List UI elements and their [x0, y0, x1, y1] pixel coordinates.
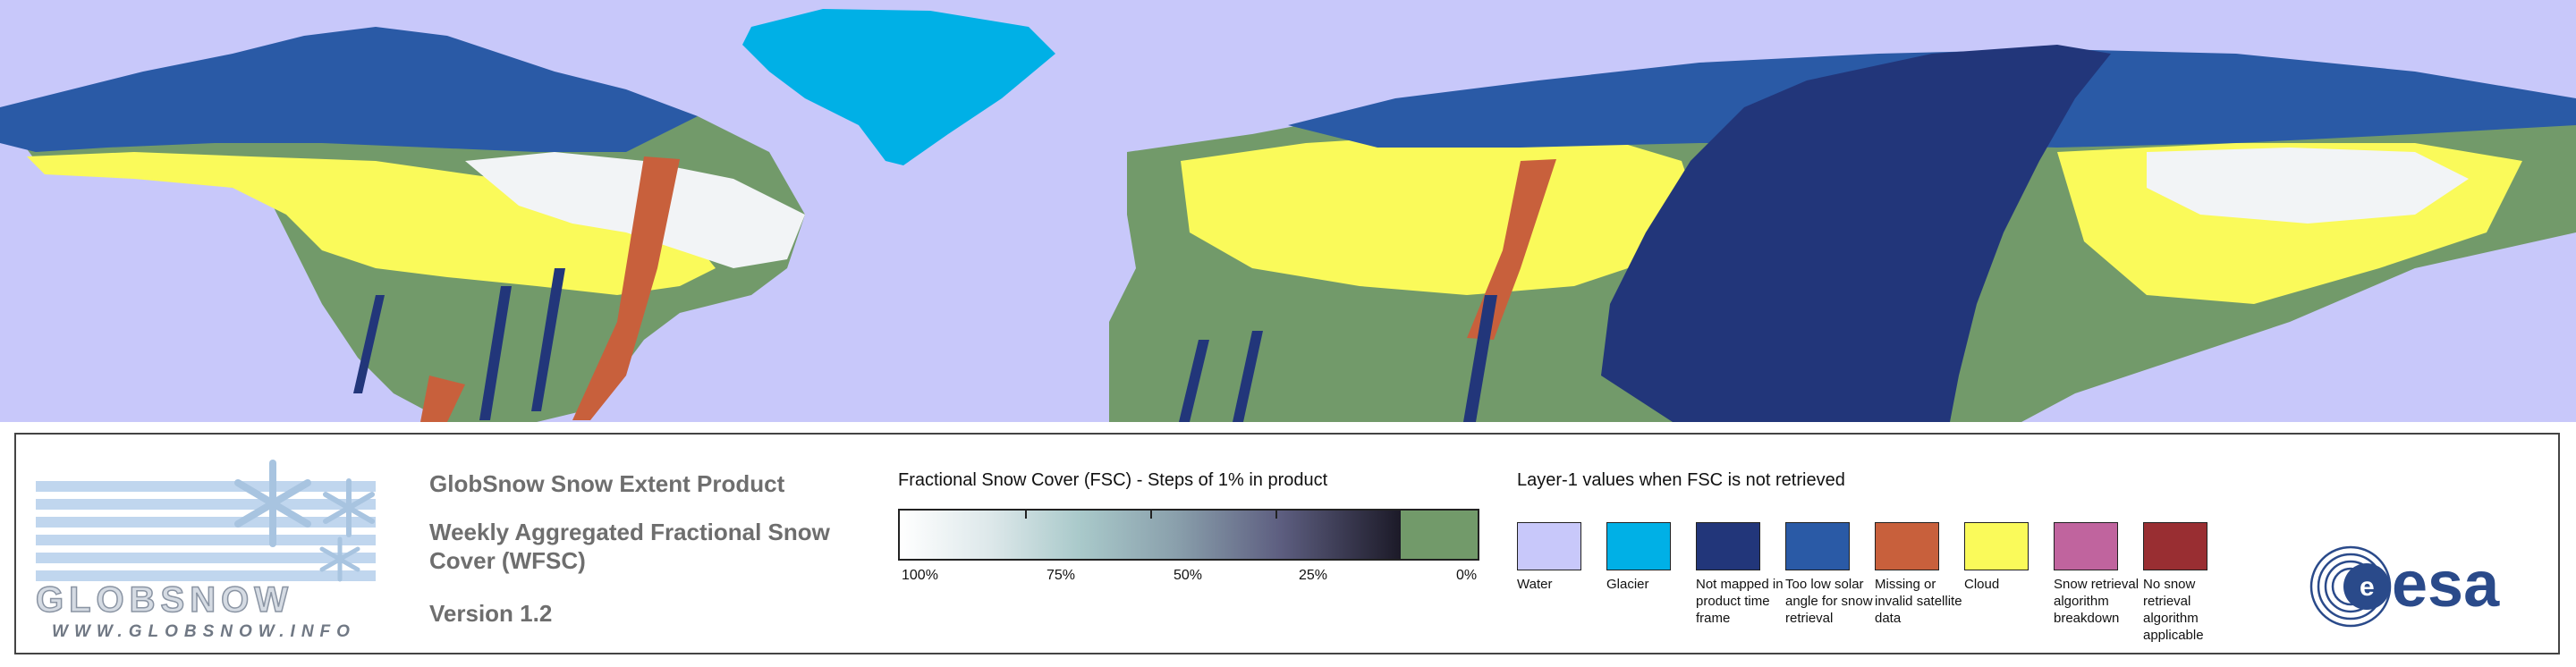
legend-item-not-mapped: Not mapped in product time frame	[1696, 522, 1785, 627]
layer1-legend: Layer-1 values when FSC is not retrieved…	[1517, 470, 2250, 643]
legend-label: Not mapped in product time frame	[1696, 577, 1784, 626]
na-missing-stripe	[420, 376, 465, 422]
af-not-mapped-stripe	[1179, 340, 1209, 422]
product-subtitle: Weekly Aggregated Fractional Snow Cover …	[429, 519, 830, 574]
layer1-legend-title: Layer-1 values when FSC is not retrieved	[1517, 470, 1845, 490]
globsnow-logo: GLOBSNOW WWW.GLOBSNOW.INFO	[35, 445, 394, 646]
legend-item-missing-data: Missing or invalid satellite data	[1875, 522, 1964, 627]
legend-swatch	[1517, 522, 1581, 570]
na-snow-region	[465, 152, 805, 268]
asia-snow-region	[2147, 148, 2469, 224]
na-missing-stripe	[572, 156, 680, 420]
na-not-mapped-stripe	[531, 268, 565, 411]
legend-item-glacier: Glacier	[1606, 522, 1696, 593]
legend-item-low-solar-angle: Too low solar angle for snow retrieval	[1785, 522, 1875, 627]
legend-item-water: Water	[1517, 522, 1606, 593]
snowflake-icon	[319, 536, 360, 582]
fsc-color-bar	[898, 509, 1479, 561]
af-not-mapped-stripe	[1233, 331, 1263, 422]
legend-swatch	[2054, 522, 2118, 570]
fsc-gradient	[900, 511, 1401, 559]
globsnow-wordmark: GLOBSNOW	[36, 580, 293, 615]
legend-label: Missing or invalid satellite data	[1875, 577, 1962, 626]
legend-item-cloud: Cloud	[1964, 522, 2054, 593]
legend-swatch	[1875, 522, 1939, 570]
na-low-solar-region	[0, 27, 698, 152]
legend-swatch	[2143, 522, 2207, 570]
legend-swatch	[1964, 522, 2029, 570]
esa-logo-graphic: e esa	[2309, 545, 2500, 628]
globsnow-logo-graphic: GLOBSNOW	[35, 460, 376, 621]
snowflake-icon	[323, 478, 375, 537]
not-mapped-swath	[1601, 45, 2111, 422]
fsc-tick-mark	[1275, 511, 1277, 519]
na-not-mapped-stripe	[479, 286, 512, 420]
eu-missing-stripe	[1467, 159, 1556, 340]
globsnow-url: WWW.GLOBSNOW.INFO	[52, 622, 356, 641]
fsc-tick-label: 25%	[1299, 568, 1328, 583]
eu-cloud-region	[1181, 134, 1699, 295]
legend-panel: GLOBSNOW WWW.GLOBSNOW.INFO GlobSnow Snow…	[14, 433, 2560, 654]
fsc-tick-label: 50%	[1174, 568, 1203, 583]
esa-logo: e esa	[2306, 542, 2547, 631]
legend-swatch	[1785, 522, 1850, 570]
legend-item-algorithm-breakdown: Snow retrieval algorithm breakdown	[2054, 522, 2143, 627]
legend-item-no-algorithm: No snow retrieval algorithm applicable	[2143, 522, 2233, 644]
svg-text:e: e	[2360, 572, 2375, 602]
legend-label: Glacier	[1606, 577, 1649, 592]
fsc-legend-title: Fractional Snow Cover (FSC) - Steps of 1…	[898, 470, 1328, 490]
fsc-legend: Fractional Snow Cover (FSC) - Steps of 1…	[898, 470, 1488, 591]
greenland-glacier	[742, 9, 1055, 165]
snowflake-icon	[234, 460, 311, 547]
fsc-tick-label: 0%	[1456, 568, 1478, 583]
legend-label: Too low solar angle for snow retrieval	[1785, 577, 1873, 626]
legend-label: Snow retrieval algorithm breakdown	[2054, 577, 2140, 626]
product-version: Version 1.2	[429, 600, 553, 627]
esa-wordmark: esa	[2392, 549, 2500, 621]
legend-label: Cloud	[1964, 577, 2000, 592]
legend-swatch	[1606, 522, 1671, 570]
af-not-mapped-stripe	[1463, 295, 1497, 422]
fsc-tick-mark	[1150, 511, 1152, 519]
legend-label: Water	[1517, 577, 1553, 592]
na-not-mapped-stripe	[353, 295, 385, 393]
fsc-tick-labels: 100% 75% 50% 25% 0%	[898, 568, 1488, 591]
snow-cover-map	[0, 0, 2576, 422]
fsc-tick-mark	[1025, 511, 1027, 519]
product-title: GlobSnow Snow Extent Product	[429, 470, 785, 497]
fsc-snow-free-swatch	[1401, 511, 1478, 559]
map-canvas	[0, 9, 2576, 422]
fsc-tick-label: 100%	[902, 568, 938, 583]
product-titles: GlobSnow Snow Extent Product Weekly Aggr…	[429, 470, 894, 628]
fsc-tick-label: 75%	[1046, 568, 1076, 583]
legend-swatch	[1696, 522, 1760, 570]
legend-label: No snow retrieval algorithm applicable	[2143, 577, 2204, 643]
